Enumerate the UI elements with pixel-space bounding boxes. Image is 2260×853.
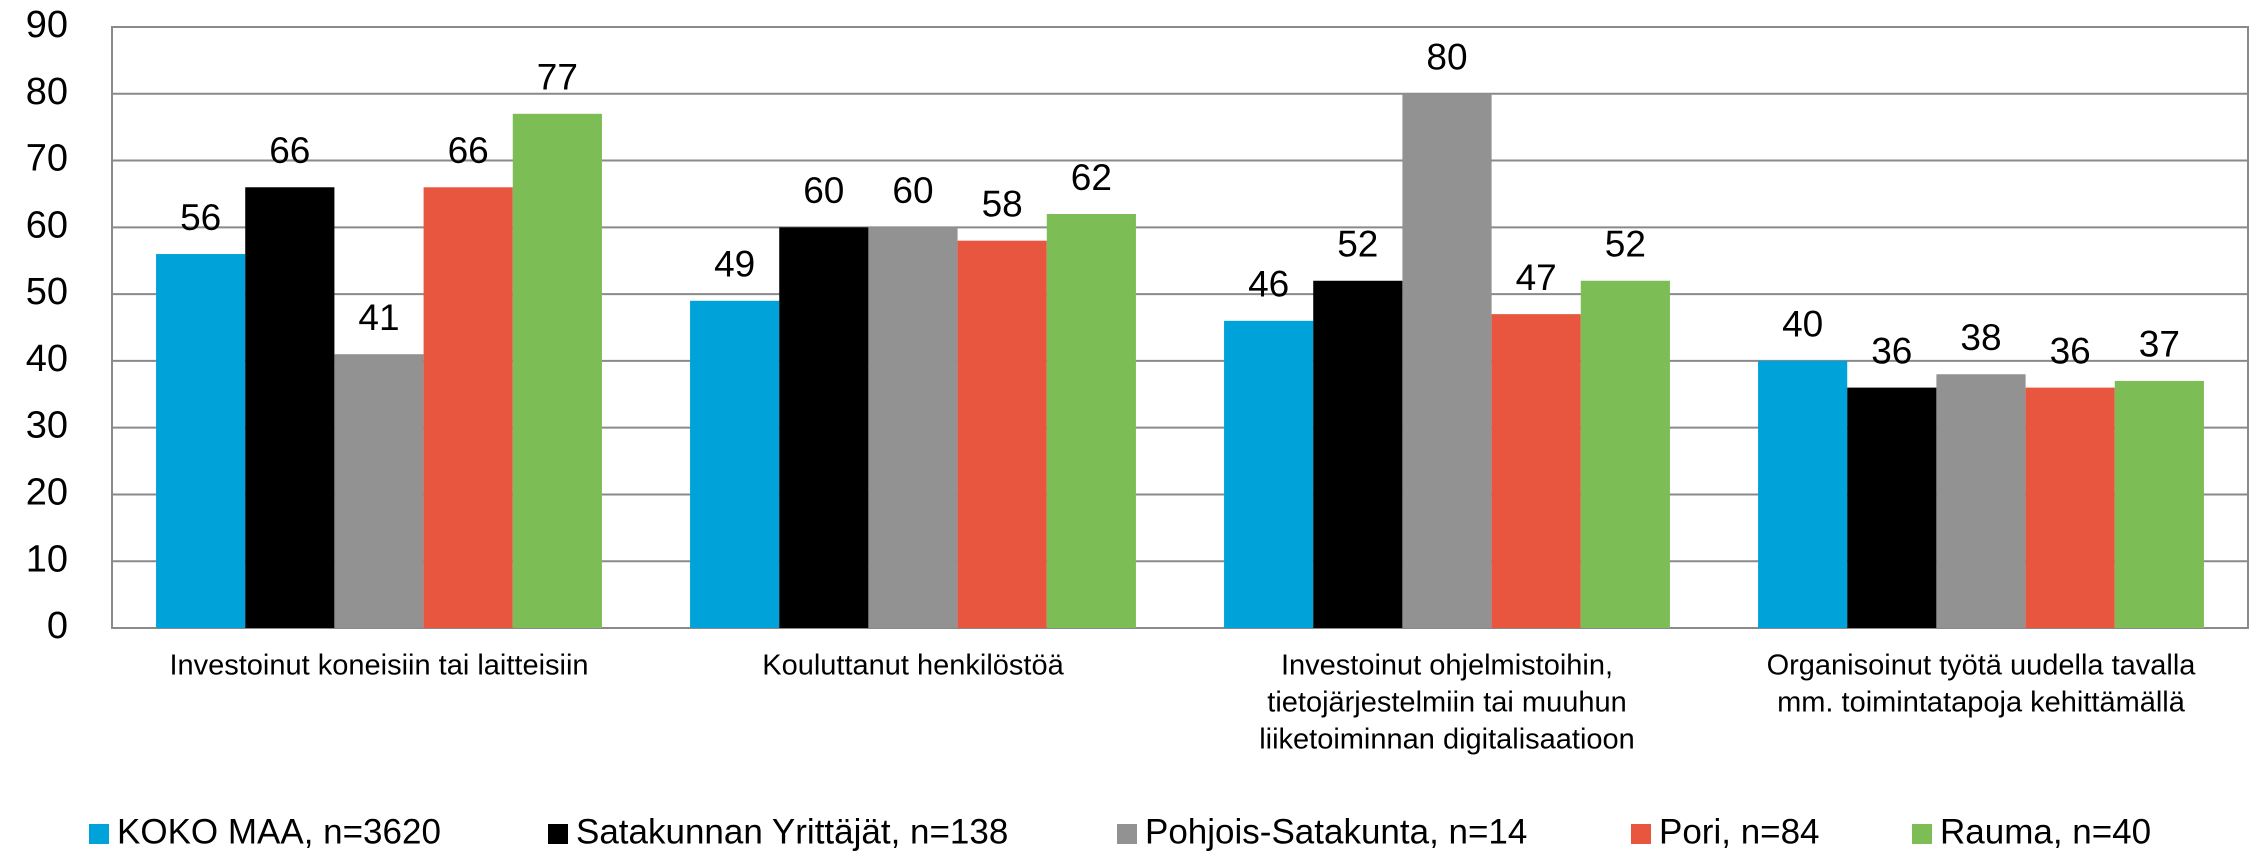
value-label: 36 xyxy=(2050,330,2091,371)
x-tick-label: liiketoiminnan digitalisaatioon xyxy=(1259,724,1635,756)
value-label: 77 xyxy=(537,57,578,98)
value-label: 52 xyxy=(1605,224,1646,265)
bar xyxy=(1936,374,2026,628)
x-tick-label: tietojärjestelmiin tai muuhun xyxy=(1267,687,1626,719)
bar xyxy=(1580,280,1670,628)
bar xyxy=(1046,213,1136,628)
y-tick-label: 60 xyxy=(26,204,68,246)
y-tick-label: 0 xyxy=(47,605,68,647)
bar xyxy=(2114,380,2204,628)
value-label: 38 xyxy=(1960,317,2001,358)
bar xyxy=(512,113,602,629)
bar xyxy=(779,227,869,629)
legend-label: KOKO MAA, n=3620 xyxy=(117,812,441,851)
legend-label: Rauma, n=40 xyxy=(1940,812,2151,851)
bar xyxy=(1758,360,1848,628)
plot-frame xyxy=(111,26,2249,629)
bar xyxy=(156,254,246,629)
legend-swatch xyxy=(1912,824,1932,844)
bar xyxy=(1491,314,1581,628)
bar xyxy=(1847,387,1937,628)
y-tick-label: 50 xyxy=(26,271,68,313)
value-label: 46 xyxy=(1248,264,1289,305)
x-tick-label: Kouluttanut henkilöstöä xyxy=(762,650,1064,682)
legend-swatch xyxy=(548,824,568,844)
y-tick-label: 70 xyxy=(26,138,68,180)
y-tick-label: 10 xyxy=(26,538,68,580)
bar xyxy=(245,187,335,628)
value-label: 41 xyxy=(358,297,399,338)
value-label: 60 xyxy=(892,170,933,211)
value-label: 60 xyxy=(803,170,844,211)
value-label: 58 xyxy=(982,183,1023,224)
legend-label: Pori, n=84 xyxy=(1659,812,1820,851)
value-label: 66 xyxy=(269,130,310,171)
y-tick-label: 20 xyxy=(26,471,68,513)
y-tick-label: 80 xyxy=(26,71,68,113)
bar xyxy=(868,227,958,629)
x-tick-label: Investoinut ohjelmistoihin, xyxy=(1281,650,1613,682)
value-label: 56 xyxy=(180,197,221,238)
y-tick-label: 30 xyxy=(26,405,68,447)
value-label: 37 xyxy=(2139,324,2180,365)
value-label: 66 xyxy=(448,130,489,171)
y-tick-label: 40 xyxy=(26,338,68,380)
bar xyxy=(2025,387,2115,628)
value-label: 40 xyxy=(1782,304,1823,345)
value-label: 36 xyxy=(1871,330,1912,371)
bar xyxy=(1402,93,1492,629)
bar xyxy=(334,354,424,628)
legend-swatch xyxy=(89,824,109,844)
value-label: 62 xyxy=(1071,157,1112,198)
legend-label: Satakunnan Yrittäjät, n=138 xyxy=(576,812,1008,851)
bar xyxy=(1313,280,1403,628)
x-tick-label: Investoinut koneisiin tai laitteisiin xyxy=(169,650,588,682)
value-label: 80 xyxy=(1426,37,1467,78)
x-tick-label: Organisoinut työtä uudella tavalla xyxy=(1767,650,2197,682)
bar xyxy=(423,187,513,628)
legend-label: Pohjois-Satakunta, n=14 xyxy=(1145,812,1527,851)
legend-swatch xyxy=(1631,824,1651,844)
value-label: 47 xyxy=(1516,257,1557,298)
bar xyxy=(1224,320,1314,628)
bar xyxy=(957,240,1047,628)
y-tick-label: 90 xyxy=(26,4,68,46)
value-label: 52 xyxy=(1337,224,1378,265)
value-label: 49 xyxy=(714,244,755,285)
bar xyxy=(690,300,780,628)
legend-swatch xyxy=(1117,824,1137,844)
x-tick-label: mm. toimintatapoja kehittämällä xyxy=(1777,687,2186,719)
